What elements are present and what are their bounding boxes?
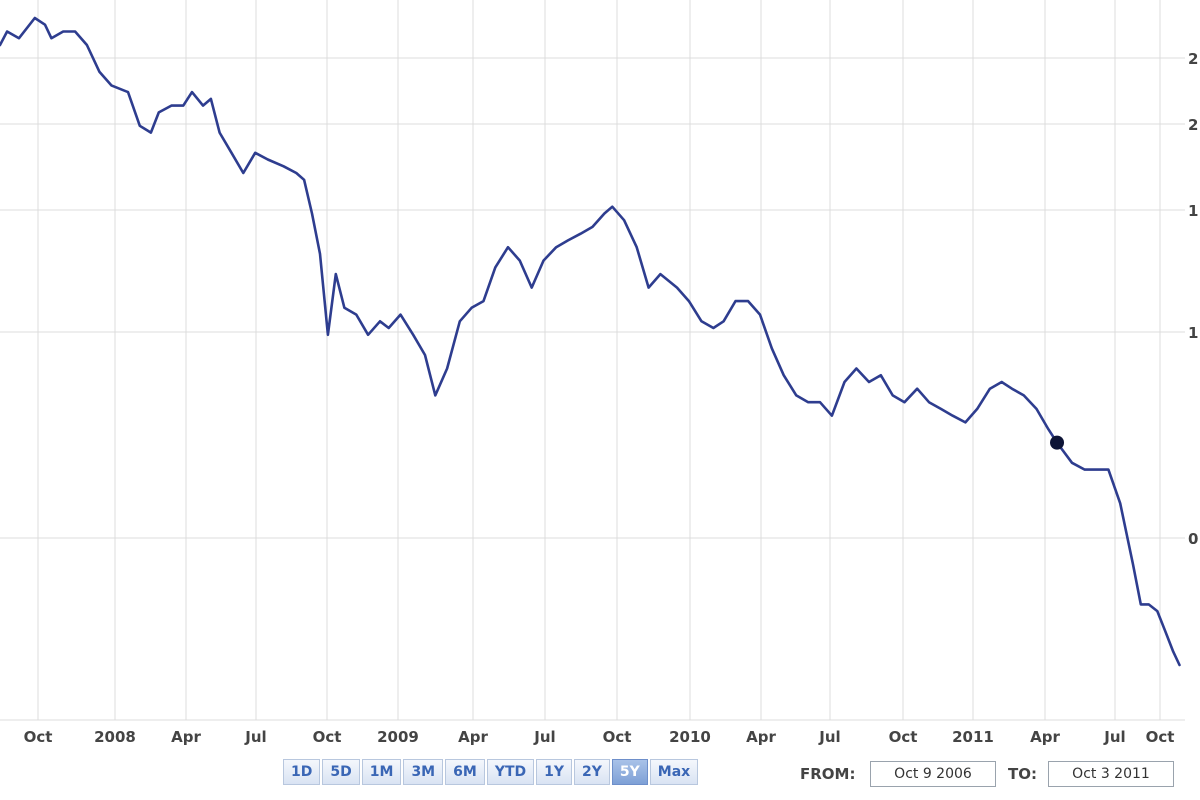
range-button-1m[interactable]: 1M [361, 759, 402, 785]
x-tick-label: Jul [1103, 728, 1125, 746]
range-button-1d[interactable]: 1D [283, 759, 321, 785]
range-button-1y[interactable]: 1Y [536, 759, 573, 785]
range-button-5y[interactable]: 5Y [611, 759, 648, 785]
x-tick-label: Jul [818, 728, 840, 746]
range-button-6m[interactable]: 6M [445, 759, 485, 785]
x-tick-label: 2008 [94, 728, 136, 746]
price-line [0, 16, 1181, 667]
x-tick-label: Oct [889, 728, 918, 746]
x-tick-label: Oct [1146, 728, 1175, 746]
range-button-ytd[interactable]: YTD [486, 759, 535, 785]
range-button-max[interactable]: Max [649, 759, 699, 785]
y-tick-label: 1 [1188, 324, 1198, 342]
x-tick-label: Jul [244, 728, 266, 746]
from-label: FROM: [800, 765, 856, 783]
x-tick-label: Apr [171, 728, 201, 746]
range-button-3m[interactable]: 3M [403, 759, 444, 785]
y-tick-label: 1 [1188, 202, 1198, 220]
y-tick-label: 2 [1188, 50, 1198, 68]
x-tick-label: 2010 [669, 728, 711, 746]
x-axis-ticks: Oct 2008 Apr Jul Oct 2009 Apr Jul Oct 2010 Apr Jul O… [24, 728, 1175, 746]
price-series [0, 16, 1181, 667]
x-tick-label: Oct [603, 728, 632, 746]
stock-chart: Oct 2008 Apr Jul Oct 2009 Apr Jul Oct 2010 Apr Jul O… [0, 0, 1198, 746]
y-tick-label: 2 [1188, 116, 1198, 134]
range-button-2y[interactable]: 2Y [574, 759, 610, 785]
x-tick-label: 2011 [952, 728, 994, 746]
grid [0, 0, 1185, 721]
y-tick-label: 0 [1188, 530, 1198, 548]
hover-marker[interactable] [1050, 435, 1065, 450]
y-axis-ticks: 2 2 1 1 0 [1188, 50, 1198, 548]
range-selector: 1D 5D 1M 3M 6M YTD 1Y 2Y 5Y Max [283, 759, 699, 785]
x-tick-label: Apr [1030, 728, 1060, 746]
x-tick-label: Apr [458, 728, 488, 746]
x-tick-label: 2009 [377, 728, 419, 746]
to-label: TO: [1008, 765, 1037, 783]
x-tick-label: Jul [533, 728, 555, 746]
x-tick-label: Oct [313, 728, 342, 746]
range-button-5d[interactable]: 5D [322, 759, 360, 785]
x-tick-label: Oct [24, 728, 53, 746]
x-tick-label: Apr [746, 728, 776, 746]
from-date-input[interactable] [870, 761, 996, 787]
to-date-input[interactable] [1048, 761, 1174, 787]
